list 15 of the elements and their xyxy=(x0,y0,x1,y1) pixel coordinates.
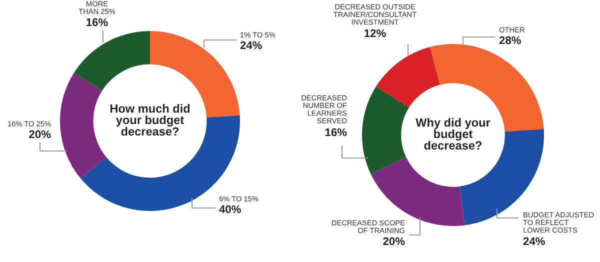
data-label: 16% xyxy=(325,128,347,136)
data-label: 12% xyxy=(364,29,386,38)
donut-slice xyxy=(74,31,150,91)
data-label: 20% xyxy=(383,237,405,246)
data-label: 20% xyxy=(29,130,51,138)
text: Why did your budget decrease? xyxy=(416,118,490,150)
data-label: 24% xyxy=(240,41,262,50)
text: How much did your budget decrease? xyxy=(110,104,190,136)
data-label: 40% xyxy=(219,205,241,214)
data-label: 24% xyxy=(523,237,545,246)
donut-slice xyxy=(362,86,410,174)
donut-slice xyxy=(60,72,106,178)
donut-slice xyxy=(376,46,440,108)
data-label: 28% xyxy=(499,36,521,44)
data-label: 16% xyxy=(86,18,108,26)
